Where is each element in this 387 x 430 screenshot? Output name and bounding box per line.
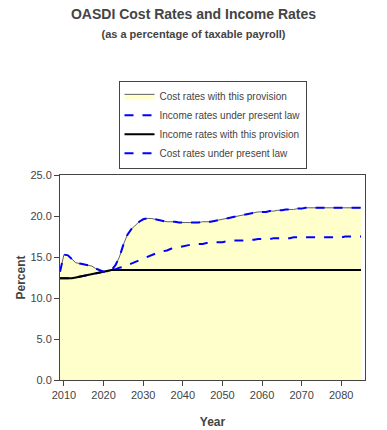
svg-text:Income rates under present law: Income rates under present law bbox=[160, 110, 301, 121]
svg-text:Cost rates with this provision: Cost rates with this provision bbox=[160, 91, 287, 102]
svg-text:0.0: 0.0 bbox=[37, 374, 52, 386]
svg-text:2080: 2080 bbox=[329, 389, 353, 401]
svg-text:2010: 2010 bbox=[52, 389, 76, 401]
svg-text:Income rates with this provisi: Income rates with this provision bbox=[160, 129, 300, 140]
svg-text:Cost rates under present law: Cost rates under present law bbox=[160, 148, 289, 159]
svg-text:Year: Year bbox=[200, 415, 226, 429]
svg-text:20.0: 20.0 bbox=[30, 210, 51, 222]
svg-text:2020: 2020 bbox=[91, 389, 115, 401]
svg-text:25.0: 25.0 bbox=[30, 169, 51, 181]
svg-text:5.0: 5.0 bbox=[37, 333, 52, 345]
svg-text:2070: 2070 bbox=[289, 389, 313, 401]
svg-text:Percent: Percent bbox=[14, 255, 28, 299]
svg-text:2030: 2030 bbox=[131, 389, 155, 401]
svg-text:2050: 2050 bbox=[210, 389, 234, 401]
svg-text:2040: 2040 bbox=[171, 389, 195, 401]
svg-text:OASDI Cost Rates and Income Ra: OASDI Cost Rates and Income Rates(as a p… bbox=[71, 6, 316, 39]
svg-text:2060: 2060 bbox=[250, 389, 274, 401]
svg-text:10.0: 10.0 bbox=[30, 292, 51, 304]
svg-text:15.0: 15.0 bbox=[30, 251, 51, 263]
